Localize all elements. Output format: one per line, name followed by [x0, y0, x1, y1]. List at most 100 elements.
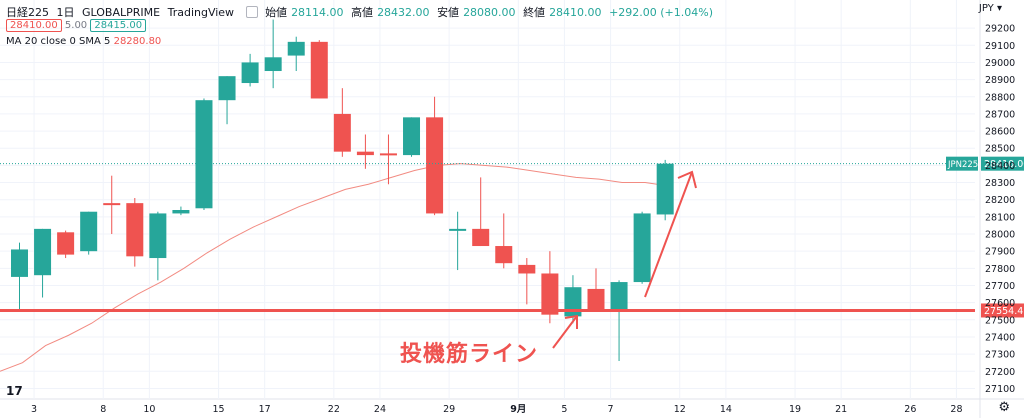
candle [495, 213, 513, 269]
time-tick-label: 19 [789, 404, 801, 415]
price-tick-label: 27100 [985, 384, 1015, 395]
time-tick-label: 12 [674, 404, 686, 415]
time-tick-label: 7 [608, 404, 614, 415]
time-tick-label: 14 [720, 404, 732, 415]
candle [34, 228, 52, 298]
time-tick-label: 5 [561, 404, 567, 415]
candle-body [126, 203, 144, 257]
symbol-legend: 日経225 1日 GLOBALPRIME TradingView 始値 28114… [6, 4, 717, 20]
price-tick-label: 27200 [985, 367, 1015, 378]
high-value: 28432.00 [377, 6, 430, 19]
candle-body [57, 232, 75, 255]
open-value: 28114.00 [291, 6, 344, 19]
candle [126, 197, 144, 267]
candle-body [264, 57, 282, 72]
candle-body [34, 228, 52, 276]
candle [241, 53, 259, 87]
close-label: 終値 [523, 6, 546, 19]
price-tick-label: 28900 [985, 75, 1015, 86]
candle [172, 206, 190, 216]
indicator-legend[interactable]: MA 20 close 0 SMA 5 28280.80 [6, 36, 161, 47]
candle-body [149, 213, 167, 259]
candle [426, 96, 444, 216]
candle-body [287, 41, 305, 56]
time-tick-label: 3 [31, 404, 37, 415]
price-tick-label: 28500 [985, 144, 1015, 155]
change-value: +292.00 (+1.04%) [609, 6, 714, 19]
candle-body [403, 117, 421, 156]
platform: TradingView [167, 6, 235, 19]
candle-body [379, 153, 397, 156]
currency-selector[interactable]: JPY ▾ [979, 3, 1002, 14]
price-tick-label: 27500 [985, 315, 1015, 326]
candle [403, 117, 421, 157]
tradingview-logo[interactable]: 17 [6, 384, 23, 398]
open-label: 始値 [265, 6, 288, 19]
time-tick-label: 22 [328, 404, 340, 415]
candle-body [633, 213, 651, 283]
symbol-badge [946, 156, 978, 171]
low-label: 安値 [437, 6, 460, 19]
time-tick-label: 15 [212, 404, 224, 415]
current-price-label: 28410.00 [984, 159, 1024, 170]
price-tick-label: 27700 [985, 281, 1015, 292]
candle [610, 280, 628, 361]
price-tick-label: 28700 [985, 109, 1015, 120]
time-tick-label: 26 [904, 404, 916, 415]
currency-label: JPY [978, 3, 994, 14]
ask-button[interactable]: 28415.00 [90, 19, 147, 32]
candle-body [610, 282, 628, 310]
gear-icon[interactable]: ⚙ [998, 400, 1010, 415]
price-lines-layer: 27554.43 JPN225 28410.00 [0, 156, 1024, 318]
price-tick-label: 28800 [985, 92, 1015, 103]
time-tick-label: 24 [374, 404, 386, 415]
candle [541, 251, 559, 324]
candle-body [426, 117, 444, 214]
arrow-up-right-icon [644, 170, 697, 298]
price-axis: 27100 27200 27300 27400 27500 27600 27700 27800… [985, 24, 1015, 395]
interval[interactable]: 1日 [56, 6, 75, 19]
candles-layer [11, 19, 674, 361]
candle [310, 40, 328, 99]
candle-body [241, 62, 259, 84]
candle-body [541, 273, 559, 315]
bid-ask-row: 28410.00 5.00 28415.00 [6, 19, 147, 32]
candle [149, 211, 167, 281]
candle [57, 230, 75, 259]
candle [379, 134, 397, 185]
price-tick-label: 28400 [985, 161, 1015, 172]
time-tick-label: 29 [443, 404, 455, 415]
spread-value: 5.00 [64, 20, 88, 31]
candle [287, 36, 305, 72]
time-tick-label: 21 [835, 404, 847, 415]
annotation-text: 投機筋ライン [400, 342, 539, 367]
candle-body [356, 151, 374, 156]
arrow-pointer-icon [552, 314, 578, 349]
price-tick-label: 29100 [985, 41, 1015, 52]
bid-button[interactable]: 28410.00 [6, 19, 62, 32]
candle [333, 88, 351, 157]
candle-body [172, 209, 190, 214]
candle [264, 19, 282, 89]
candle-body [449, 228, 467, 231]
candle-body [472, 228, 490, 247]
time-axis: 3 8 10 15 17 22 24 29 9月 5 7 12 14 19 21 26 28 [31, 404, 962, 415]
time-tick-label: 9月 [510, 404, 526, 415]
price-tick-label: 29000 [985, 58, 1015, 69]
time-tick-label: 8 [100, 404, 106, 415]
support-price-badge [981, 303, 1024, 318]
indicator-label: MA 20 close 0 SMA 5 [6, 36, 111, 47]
chevron-down-icon: ▾ [996, 3, 1002, 14]
candle-body [656, 163, 674, 215]
candle-body [587, 288, 605, 310]
candle-body [11, 249, 28, 277]
high-label: 高値 [351, 6, 374, 19]
symbol-name[interactable]: 日経225 [6, 6, 49, 19]
candle [80, 211, 98, 255]
candle-body [310, 41, 328, 99]
eye-icon[interactable] [245, 6, 258, 18]
time-tick-label: 17 [259, 404, 271, 415]
candle [356, 134, 374, 169]
candle-body [218, 76, 236, 101]
